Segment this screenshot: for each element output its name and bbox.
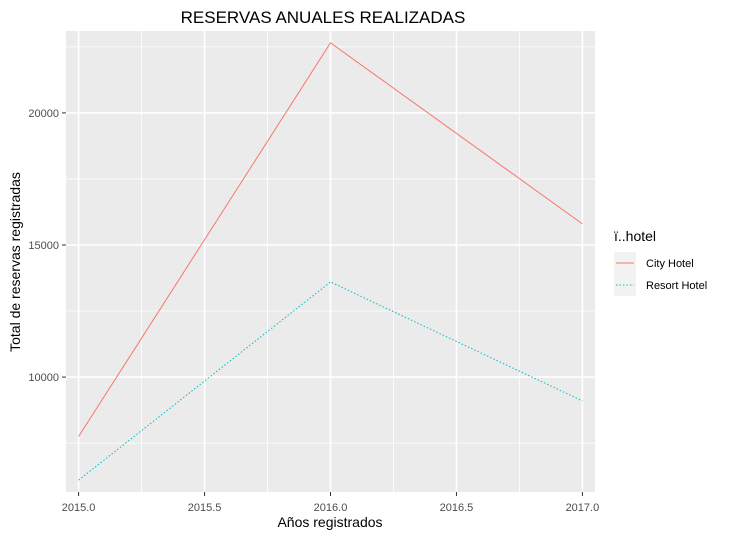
y-axis-title: Total de reservas registradas — [7, 172, 23, 352]
chart-title: RESERVAS ANUALES REALIZADAS — [181, 8, 466, 27]
x-tick-label: 2015.0 — [62, 502, 96, 514]
legend-key-bg-resort-hotel — [614, 274, 636, 296]
series-line-city-hotel — [78, 42, 583, 437]
legend: ï..hotel City Hotel Resort Hotel — [614, 228, 707, 296]
major-gridlines — [66, 31, 595, 492]
y-tick-label: 15000 — [28, 240, 59, 252]
y-tick-labels: 10000 15000 20000 — [28, 108, 59, 384]
y-tick-label: 10000 — [28, 372, 59, 384]
legend-label-city-hotel: City Hotel — [646, 258, 694, 270]
x-axis-title: Años registrados — [277, 514, 382, 530]
x-tick-label: 2016.0 — [314, 502, 348, 514]
axis-ticks — [62, 112, 583, 496]
x-tick-label: 2016.5 — [440, 502, 474, 514]
y-tick-label: 20000 — [28, 108, 59, 120]
x-tick-labels: 2015.0 2015.5 2016.0 2016.5 2017.0 — [62, 502, 599, 514]
legend-label-resort-hotel: Resort Hotel — [646, 280, 707, 292]
legend-title: ï..hotel — [614, 228, 656, 244]
x-tick-label: 2017.0 — [566, 502, 600, 514]
legend-items: City Hotel Resort Hotel — [614, 252, 707, 296]
series-lines — [78, 42, 583, 481]
x-tick-label: 2015.5 — [188, 502, 222, 514]
